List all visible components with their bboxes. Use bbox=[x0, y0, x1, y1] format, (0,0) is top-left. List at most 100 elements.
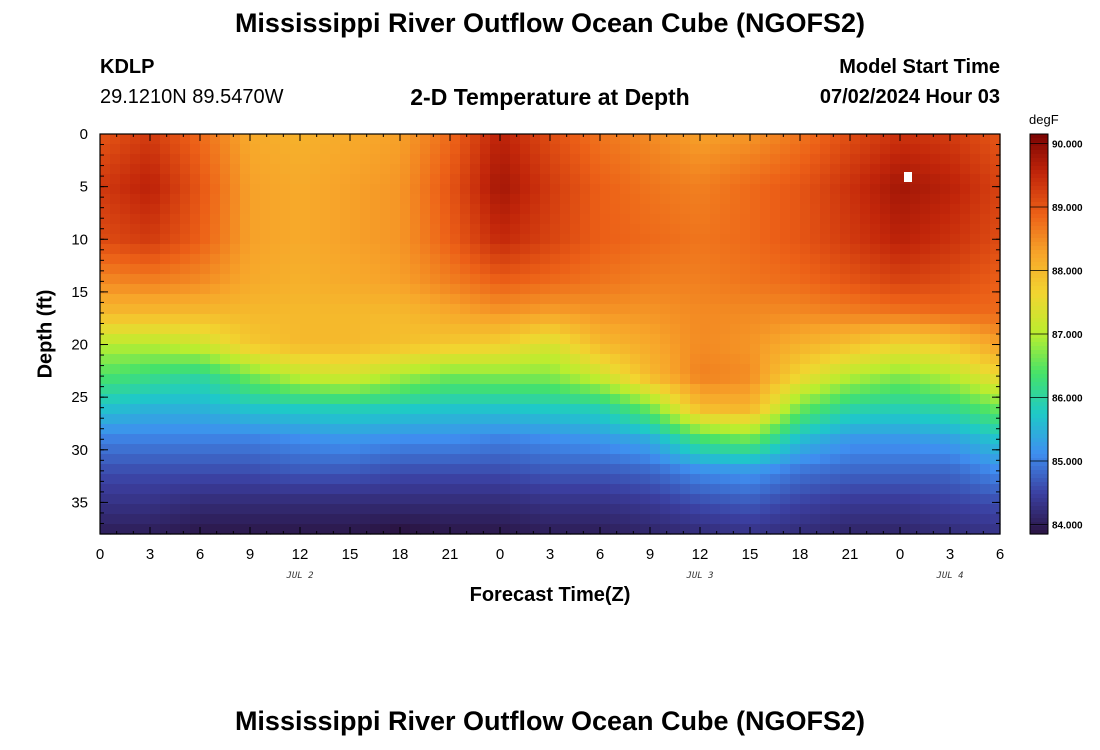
heatmap-cell bbox=[420, 174, 431, 185]
heatmap-cell bbox=[420, 424, 431, 435]
heatmap-cell bbox=[200, 404, 211, 415]
heatmap-cell bbox=[220, 424, 231, 435]
heatmap-cell bbox=[280, 414, 291, 425]
heatmap-cell bbox=[180, 214, 191, 225]
heatmap-cell bbox=[750, 364, 761, 375]
heatmap-cell bbox=[930, 214, 941, 225]
heatmap-cell bbox=[130, 454, 141, 465]
heatmap-cell bbox=[810, 194, 821, 205]
heatmap-cell bbox=[620, 274, 631, 285]
heatmap-cell bbox=[750, 504, 761, 515]
heatmap-cell bbox=[940, 344, 951, 355]
heatmap-cell bbox=[150, 154, 161, 165]
heatmap-cell bbox=[590, 474, 601, 485]
heatmap-cell bbox=[860, 474, 871, 485]
heatmap-cell bbox=[100, 374, 111, 385]
heatmap-cell bbox=[100, 264, 111, 275]
heatmap-cell bbox=[430, 204, 441, 215]
heatmap-cell bbox=[130, 324, 141, 335]
heatmap-cell bbox=[780, 254, 791, 265]
heatmap-cell bbox=[620, 144, 631, 155]
heatmap-cell bbox=[410, 184, 421, 195]
heatmap-cell bbox=[270, 224, 281, 235]
heatmap-cell bbox=[760, 214, 771, 225]
heatmap-cell bbox=[400, 454, 411, 465]
heatmap-cell bbox=[960, 404, 971, 415]
heatmap-cell bbox=[720, 484, 731, 495]
heatmap-cell bbox=[960, 394, 971, 405]
heatmap-cell bbox=[270, 474, 281, 485]
heatmap-cell bbox=[890, 524, 901, 535]
heatmap-cell bbox=[400, 144, 411, 155]
heatmap-cell bbox=[790, 244, 801, 255]
heatmap-cell bbox=[940, 504, 951, 515]
heatmap-cell bbox=[180, 394, 191, 405]
heatmap-cell bbox=[100, 184, 111, 195]
heatmap-cell bbox=[250, 274, 261, 285]
heatmap-cell bbox=[780, 414, 791, 425]
heatmap-cell bbox=[170, 524, 181, 535]
heatmap-cell bbox=[460, 324, 471, 335]
heatmap-cell bbox=[650, 514, 661, 525]
heatmap-cell bbox=[740, 314, 751, 325]
heatmap-cell bbox=[720, 494, 731, 505]
heatmap-cell bbox=[300, 134, 311, 145]
heatmap-cell bbox=[490, 324, 501, 335]
heatmap-cell bbox=[290, 394, 301, 405]
heatmap-cell bbox=[710, 184, 721, 195]
heatmap-cell bbox=[690, 304, 701, 315]
heatmap-cell bbox=[450, 444, 461, 455]
heatmap-cell bbox=[300, 294, 311, 305]
heatmap-cells bbox=[100, 134, 1001, 535]
heatmap-cell bbox=[760, 364, 771, 375]
colorbar-segment bbox=[1030, 222, 1048, 227]
heatmap-cell bbox=[170, 434, 181, 445]
heatmap-cell bbox=[850, 484, 861, 495]
heatmap-cell bbox=[550, 174, 561, 185]
heatmap-cell bbox=[530, 134, 541, 145]
heatmap-cell bbox=[310, 184, 321, 195]
heatmap-cell bbox=[110, 284, 121, 295]
heatmap-cell bbox=[800, 144, 811, 155]
heatmap-cell bbox=[130, 204, 141, 215]
heatmap-cell bbox=[760, 324, 771, 335]
heatmap-cell bbox=[440, 334, 451, 345]
heatmap-cell bbox=[550, 464, 561, 475]
heatmap-cell bbox=[810, 244, 821, 255]
heatmap-cell bbox=[290, 264, 301, 275]
heatmap-cell bbox=[950, 444, 961, 455]
heatmap-cell bbox=[270, 144, 281, 155]
heatmap-cell bbox=[360, 324, 371, 335]
heatmap-cell bbox=[160, 454, 171, 465]
heatmap-cell bbox=[300, 524, 311, 535]
heatmap-cell bbox=[490, 334, 501, 345]
heatmap-cell bbox=[520, 204, 531, 215]
heatmap-cell bbox=[400, 184, 411, 195]
heatmap-cell bbox=[480, 274, 491, 285]
heatmap-cell bbox=[260, 254, 271, 265]
heatmap-cell bbox=[190, 194, 201, 205]
heatmap-cell bbox=[620, 134, 631, 145]
heatmap-cell bbox=[400, 254, 411, 265]
heatmap-cell bbox=[200, 364, 211, 375]
heatmap-cell bbox=[640, 344, 651, 355]
heatmap-cell bbox=[630, 304, 641, 315]
heatmap-cell bbox=[120, 424, 131, 435]
heatmap-cell bbox=[120, 504, 131, 515]
heatmap-cell bbox=[660, 504, 671, 515]
heatmap-cell bbox=[270, 364, 281, 375]
heatmap-cell bbox=[560, 404, 571, 415]
heatmap-cell bbox=[670, 514, 681, 525]
heatmap-cell bbox=[340, 314, 351, 325]
heatmap-cell bbox=[880, 424, 891, 435]
heatmap-cell bbox=[870, 434, 881, 445]
heatmap-cell bbox=[720, 514, 731, 525]
heatmap-cell bbox=[300, 244, 311, 255]
heatmap-cell bbox=[230, 244, 241, 255]
heatmap-cell bbox=[470, 164, 481, 175]
heatmap-cell bbox=[500, 504, 511, 515]
heatmap-cell bbox=[280, 294, 291, 305]
heatmap-cell bbox=[640, 334, 651, 345]
heatmap-cell bbox=[490, 344, 501, 355]
heatmap-cell bbox=[600, 434, 611, 445]
